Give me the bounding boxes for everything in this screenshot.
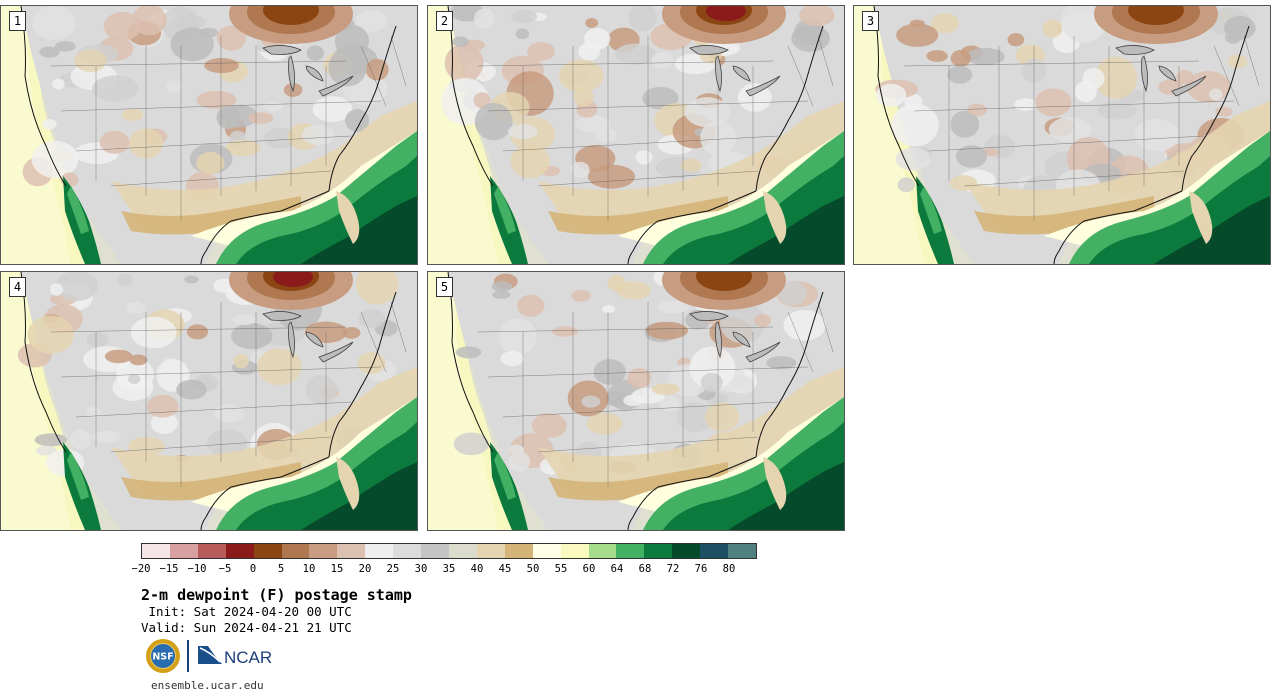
colorbar-swatch [504,544,533,558]
dewpoint-map [428,6,844,264]
colorbar-tick-label: −20 [131,563,151,575]
colorbar-tick-label: −5 [218,563,232,575]
colorbar-tick-label: 50 [526,563,540,575]
colorbar-swatch [728,544,756,558]
nsf-label: NSF [152,652,173,663]
colorbar-tick-labels: −20 −15 −10 −5 0 5 10 15 20 25 30 35 40 45 50 55 60 64 68 7… [132,563,757,577]
nsf-seal-icon: NSF [146,639,180,673]
postage-stamp-map-1: 1 [0,5,418,265]
colorbar-swatch [588,544,617,558]
stamp-number-label: 2 [436,11,453,31]
colorbar-swatch [169,544,198,558]
valid-time: Valid: Sun 2024-04-21 21 UTC [141,620,352,635]
colorbar-tick-label: 60 [582,563,596,575]
colorbar-tick-label: 0 [249,563,257,575]
colorbar-swatch [421,544,449,558]
colorbar-tick-label: 15 [330,563,344,575]
colorbar-swatch [142,544,170,558]
colorbar-tick-label: 5 [277,563,285,575]
colorbar-tick-label: 80 [722,563,736,575]
colorbar-swatch [560,544,589,558]
colorbar-swatch [616,544,645,558]
postage-stamp-map-4: 4 [0,271,418,531]
colorbar-tick-label: 45 [498,563,512,575]
colorbar-tick-label: 55 [554,563,568,575]
dewpoint-map [1,6,417,264]
colorbar-tick-label: 35 [442,563,456,575]
colorbar-swatch [700,544,729,558]
init-time: Init: Sat 2024-04-20 00 UTC [141,604,352,619]
colorbar-swatch [281,544,310,558]
colorbar-swatch [532,544,561,558]
postage-stamp-map-5: 5 [427,271,845,531]
stamp-number-label: 1 [9,11,26,31]
dewpoint-map [1,272,417,530]
dewpoint-colorbar [141,543,757,559]
site-url: ensemble.ucar.edu [151,679,264,692]
colorbar-tick-label: 25 [386,563,400,575]
colorbar-swatch [253,544,282,558]
colorbar-tick-label: 20 [358,563,372,575]
ncar-logo-icon: NCAR [198,646,272,667]
colorbar-tick-label: 10 [302,563,316,575]
colorbar-tick-label: −10 [187,563,207,575]
logo-divider [187,640,189,672]
colorbar-tick-label: 72 [666,563,680,575]
colorbar-tick-label: 30 [414,563,428,575]
colorbar-swatch [448,544,477,558]
colorbar-swatch [197,544,226,558]
dewpoint-map [854,6,1270,264]
colorbar-swatch [309,544,338,558]
colorbar-swatch [337,544,366,558]
colorbar-tick-label: 64 [610,563,624,575]
colorbar-swatch [476,544,505,558]
postage-stamp-map-3: 3 [853,5,1271,265]
colorbar-swatch [644,544,673,558]
dewpoint-map [428,272,844,530]
colorbar-tick-label: 76 [694,563,708,575]
colorbar-swatch [672,544,701,558]
ncar-label: NCAR [224,648,272,667]
stamp-number-label: 4 [9,277,26,297]
colorbar-tick-label: 68 [638,563,652,575]
colorbar-swatch [225,544,254,558]
postage-stamp-map-2: 2 [427,5,845,265]
stamp-number-label: 3 [862,11,879,31]
colorbar-tick-label: −15 [159,563,179,575]
map-title: 2-m dewpoint (F) postage stamp [141,586,412,604]
colorbar-swatch [365,544,394,558]
colorbar-swatch [393,544,422,558]
stamp-number-label: 5 [436,277,453,297]
colorbar-tick-label: 40 [470,563,484,575]
